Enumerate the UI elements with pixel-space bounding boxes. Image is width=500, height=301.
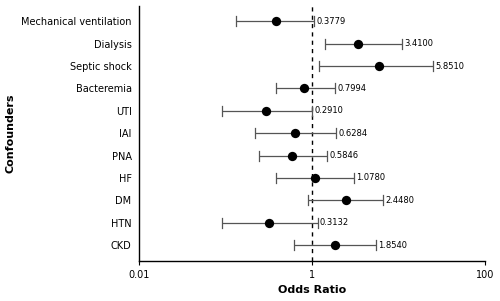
Text: 3.4100: 3.4100 <box>404 39 434 48</box>
Text: 0.6284: 0.6284 <box>338 129 368 138</box>
Point <box>272 19 280 24</box>
Text: 0.7994: 0.7994 <box>338 84 366 93</box>
Point <box>332 243 340 248</box>
Y-axis label: Confounders: Confounders <box>6 93 16 173</box>
Point <box>262 108 270 113</box>
Text: 1.8540: 1.8540 <box>378 241 408 250</box>
Text: 1.0780: 1.0780 <box>356 173 385 182</box>
Text: 0.3779: 0.3779 <box>316 17 346 26</box>
Point <box>311 175 319 180</box>
Text: 0.3132: 0.3132 <box>320 218 349 227</box>
Point <box>291 131 299 136</box>
Text: 5.8510: 5.8510 <box>436 61 464 70</box>
Point <box>264 220 272 225</box>
Point <box>374 64 382 68</box>
Point <box>300 86 308 91</box>
Text: 2.4480: 2.4480 <box>386 196 414 205</box>
Text: 0.2910: 0.2910 <box>314 106 344 115</box>
Point <box>342 198 350 203</box>
X-axis label: Odds Ratio: Odds Ratio <box>278 285 346 296</box>
Point <box>288 153 296 158</box>
Point <box>354 41 362 46</box>
Text: 0.5846: 0.5846 <box>330 151 359 160</box>
